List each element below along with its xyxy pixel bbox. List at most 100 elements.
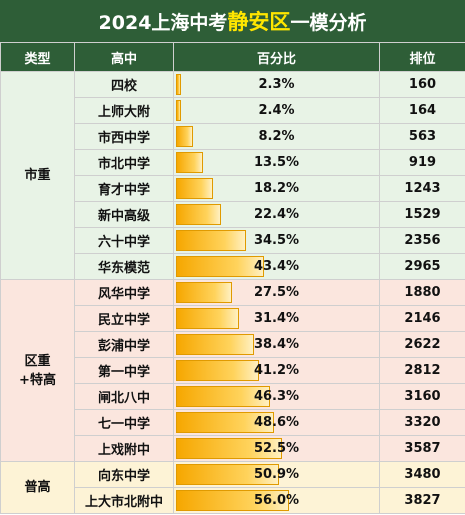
percent-text: 22.4% bbox=[253, 207, 300, 222]
percent-text: 34.5% bbox=[253, 233, 300, 248]
percent-text: 2.3% bbox=[258, 77, 295, 92]
rank-cell: 3320 bbox=[379, 409, 465, 436]
percent-text: 46.3% bbox=[253, 389, 300, 404]
percent-cell: 22.4% bbox=[173, 201, 380, 228]
percent-text: 38.4% bbox=[253, 337, 300, 352]
table-row: 市西中学 8.2% 563 bbox=[0, 123, 465, 150]
percent-bar bbox=[176, 464, 279, 485]
type-label-line: 区重 bbox=[24, 353, 51, 369]
school-cell: 市西中学 bbox=[74, 123, 174, 150]
rank-cell: 2812 bbox=[379, 357, 465, 384]
school-cell: 上大市北附中 bbox=[74, 487, 174, 514]
rank-cell: 164 bbox=[379, 97, 465, 124]
percent-cell: 27.5% bbox=[173, 279, 380, 306]
percent-text: 41.2% bbox=[253, 363, 300, 378]
school-cell: 七一中学 bbox=[74, 409, 174, 436]
school-cell: 市北中学 bbox=[74, 149, 174, 176]
percent-bar bbox=[176, 412, 275, 433]
header-type: 类型 bbox=[0, 42, 75, 72]
rank-cell: 2146 bbox=[379, 305, 465, 332]
school-cell: 育才中学 bbox=[74, 175, 174, 202]
rank-cell: 1880 bbox=[379, 279, 465, 306]
school-cell: 华东模范 bbox=[74, 253, 174, 280]
school-cell: 民立中学 bbox=[74, 305, 174, 332]
percent-cell: 18.2% bbox=[173, 175, 380, 202]
table-row: 上师大附 2.4% 164 bbox=[0, 97, 465, 124]
percent-cell: 52.5% bbox=[173, 435, 380, 462]
school-cell: 闸北八中 bbox=[74, 383, 174, 410]
percent-cell: 56.0% bbox=[173, 487, 380, 514]
table-row: 民立中学 31.4% 2146 bbox=[0, 305, 465, 332]
rank-cell: 919 bbox=[379, 149, 465, 176]
rank-cell: 3480 bbox=[379, 461, 465, 488]
rank-cell: 3587 bbox=[379, 435, 465, 462]
percent-bar bbox=[176, 74, 181, 95]
percent-bar bbox=[176, 438, 283, 459]
percent-text: 27.5% bbox=[253, 285, 300, 300]
percent-bar bbox=[176, 204, 222, 225]
school-cell: 风华中学 bbox=[74, 279, 174, 306]
percent-text: 31.4% bbox=[253, 311, 300, 326]
rank-cell: 1529 bbox=[379, 201, 465, 228]
title-prefix: 2024上海中考 bbox=[98, 11, 228, 34]
school-cell: 上戏附中 bbox=[74, 435, 174, 462]
percent-text: 8.2% bbox=[258, 129, 295, 144]
table-header-row: 类型 高中 百分比 排位 bbox=[0, 42, 465, 72]
percent-cell: 46.3% bbox=[173, 383, 380, 410]
rank-cell: 2965 bbox=[379, 253, 465, 280]
percent-cell: 31.4% bbox=[173, 305, 380, 332]
percent-cell: 38.4% bbox=[173, 331, 380, 358]
table-row: 六十中学 34.5% 2356 bbox=[0, 227, 465, 254]
percent-bar bbox=[176, 282, 232, 303]
header-school: 高中 bbox=[74, 42, 174, 72]
page-title: 2024上海中考 静安区 一模分析 bbox=[0, 0, 465, 42]
table-body: 市重 四校 2.3% 160 上师大附 2.4% 164 市西中学 8.2% 563 市北中学 13.… bbox=[0, 71, 465, 514]
percent-cell: 2.4% bbox=[173, 97, 380, 124]
percent-bar bbox=[176, 334, 254, 355]
percent-bar bbox=[176, 490, 290, 511]
percent-cell: 41.2% bbox=[173, 357, 380, 384]
type-cell: 区重 +特高 bbox=[0, 279, 75, 462]
header-percent: 百分比 bbox=[173, 42, 380, 72]
rank-cell: 160 bbox=[379, 71, 465, 98]
percent-cell: 50.9% bbox=[173, 461, 380, 488]
school-cell: 上师大附 bbox=[74, 97, 174, 124]
school-cell: 彭浦中学 bbox=[74, 331, 174, 358]
rank-cell: 563 bbox=[379, 123, 465, 150]
percent-text: 43.4% bbox=[253, 259, 300, 274]
table-row: 市重 四校 2.3% 160 bbox=[0, 71, 465, 280]
table-row: 上大市北附中 56.0% 3827 bbox=[0, 487, 465, 514]
table-row: 区重 +特高 风华中学 27.5% 1880 bbox=[0, 279, 465, 462]
percent-text: 2.4% bbox=[258, 103, 295, 118]
table-row: 闸北八中 46.3% 3160 bbox=[0, 383, 465, 410]
table-row: 华东模范 43.4% 2965 bbox=[0, 253, 465, 280]
percent-cell: 13.5% bbox=[173, 149, 380, 176]
percent-bar bbox=[176, 126, 193, 147]
percent-cell: 43.4% bbox=[173, 253, 380, 280]
percent-text: 50.9% bbox=[253, 467, 300, 482]
rank-cell: 3827 bbox=[379, 487, 465, 514]
table-row: 上戏附中 52.5% 3587 bbox=[0, 435, 465, 462]
percent-cell: 48.6% bbox=[173, 409, 380, 436]
type-cell: 市重 bbox=[0, 71, 75, 280]
percent-text: 48.6% bbox=[253, 415, 300, 430]
percent-bar bbox=[176, 360, 260, 381]
percent-text: 18.2% bbox=[253, 181, 300, 196]
table-row: 普高 向东中学 50.9% 3480 bbox=[0, 461, 465, 514]
percent-bar bbox=[176, 386, 270, 407]
percent-bar bbox=[176, 256, 264, 277]
type-cell: 普高 bbox=[0, 461, 75, 514]
rank-cell: 3160 bbox=[379, 383, 465, 410]
percent-bar bbox=[176, 178, 213, 199]
percent-bar bbox=[176, 100, 181, 121]
percent-bar bbox=[176, 308, 240, 329]
rank-cell: 2622 bbox=[379, 331, 465, 358]
percent-text: 52.5% bbox=[253, 441, 300, 456]
percent-bar bbox=[176, 230, 246, 251]
title-highlight: 静安区 bbox=[227, 10, 291, 34]
percent-bar bbox=[176, 152, 204, 173]
percent-cell: 34.5% bbox=[173, 227, 380, 254]
school-cell: 向东中学 bbox=[74, 461, 174, 488]
school-cell: 第一中学 bbox=[74, 357, 174, 384]
